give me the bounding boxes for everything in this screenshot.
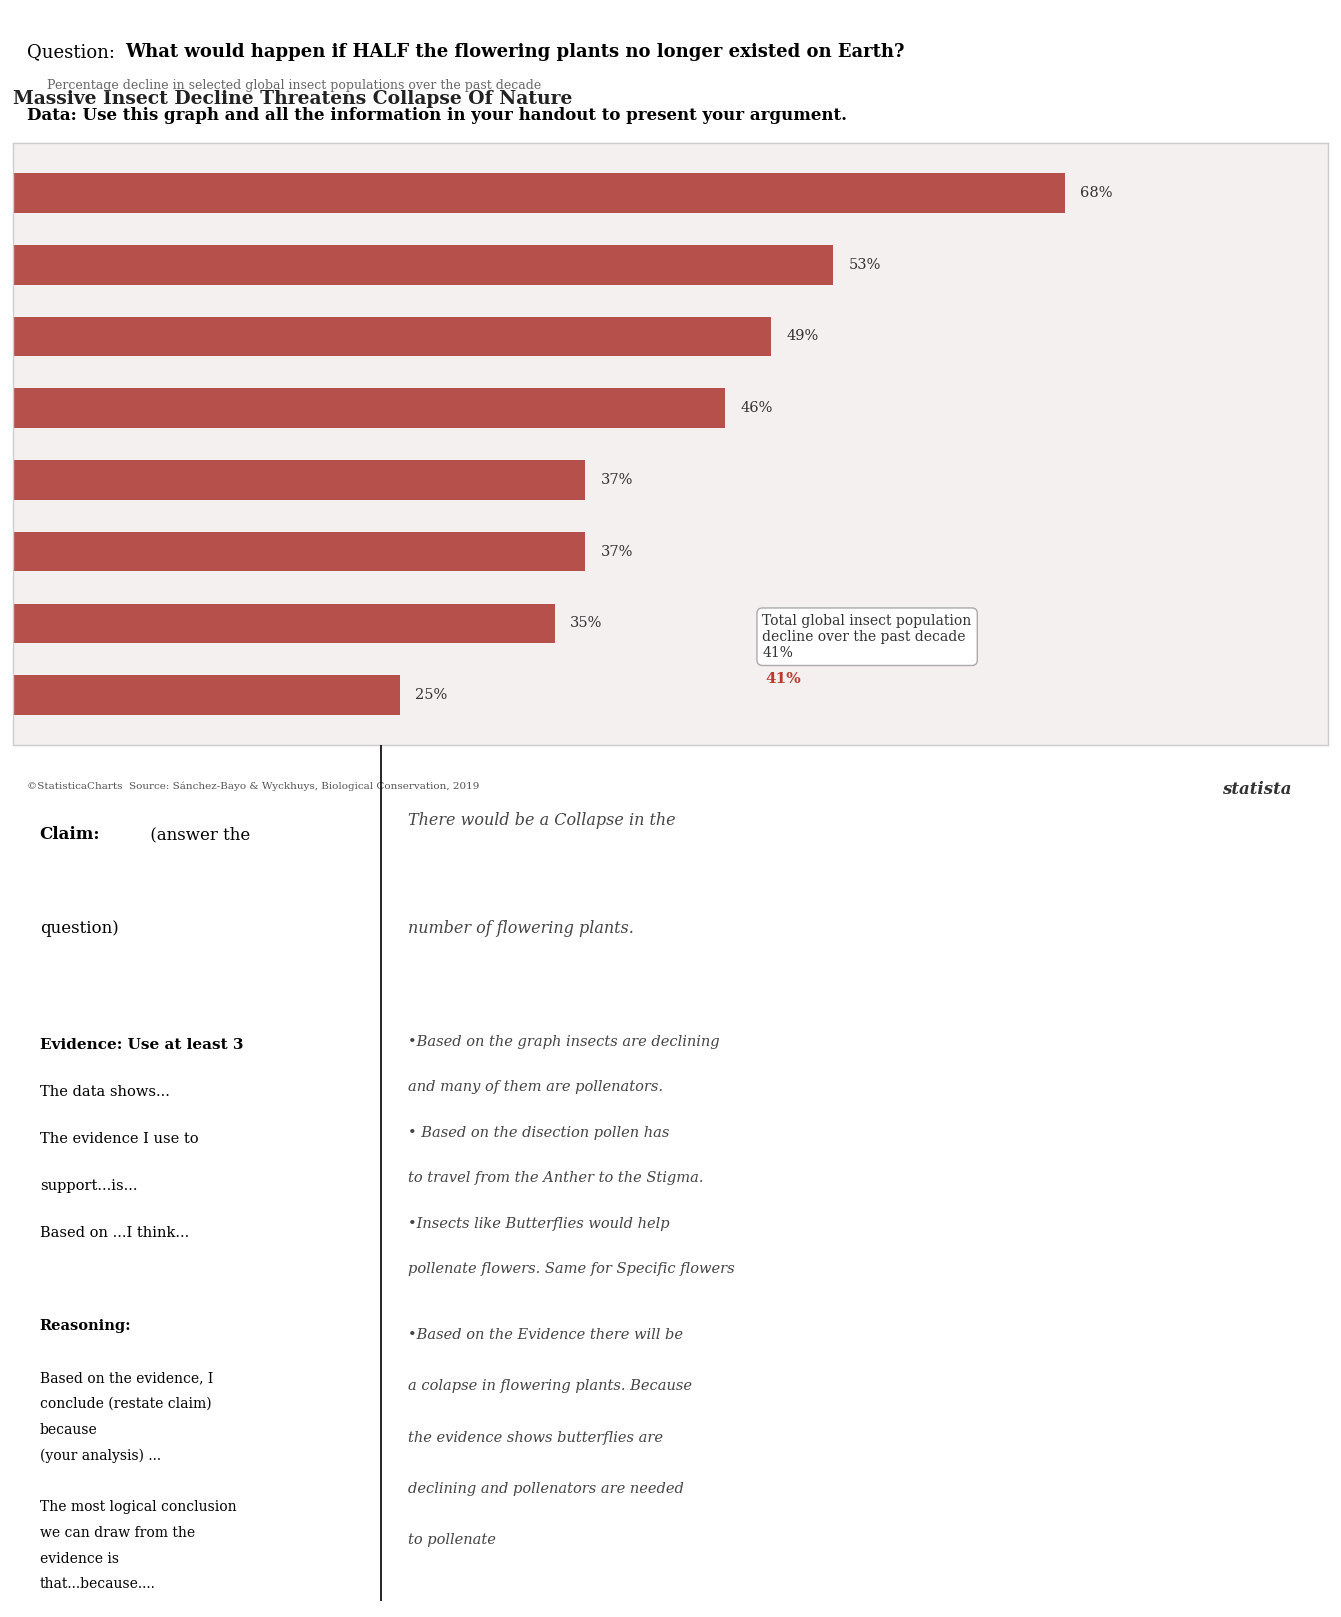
Text: 49%: 49%	[786, 330, 819, 343]
Text: 46%: 46%	[740, 401, 772, 416]
Text: Based on the evidence, I: Based on the evidence, I	[40, 1371, 213, 1386]
Text: What would happen if HALF the flowering plants no longer existed on Earth?: What would happen if HALF the flowering …	[125, 42, 904, 61]
Text: 68%: 68%	[1081, 186, 1113, 201]
Bar	[13, 173, 1065, 213]
Text: Evidence: Use at least 3: Evidence: Use at least 3	[40, 1038, 243, 1053]
Text: a colapse in flowering plants. Because: a colapse in flowering plants. Because	[408, 1379, 692, 1394]
Text: because: because	[40, 1423, 98, 1436]
Text: • Based on the disection pollen has: • Based on the disection pollen has	[408, 1125, 669, 1140]
Text: The evidence I use to: The evidence I use to	[40, 1132, 198, 1146]
Text: •Insects like Butterflies would help: •Insects like Butterflies would help	[408, 1216, 669, 1231]
Text: Data: Use this graph and all the information in your handout to present your arg: Data: Use this graph and all the informa…	[27, 107, 846, 125]
Text: The most logical conclusion: The most logical conclusion	[40, 1501, 236, 1514]
Bar	[13, 246, 833, 285]
Bar	[13, 317, 771, 356]
Text: number of flowering plants.: number of flowering plants.	[408, 920, 633, 938]
Text: Massive Insect Decline Threatens Collapse Of Nature: Massive Insect Decline Threatens Collaps…	[13, 91, 573, 108]
Text: support...is...: support...is...	[40, 1179, 137, 1193]
Text: 53%: 53%	[849, 257, 881, 272]
Text: The data shows...: The data shows...	[40, 1085, 169, 1100]
Text: (answer the: (answer the	[145, 826, 249, 842]
Text: we can draw from the: we can draw from the	[40, 1526, 194, 1539]
Bar	[13, 676, 400, 715]
Text: the evidence shows butterflies are: the evidence shows butterflies are	[408, 1431, 662, 1446]
Text: 35%: 35%	[570, 616, 602, 631]
Text: 25%: 25%	[416, 687, 448, 702]
Text: Total global insect population
decline over the past decade
41%: Total global insect population decline o…	[763, 613, 972, 660]
Text: Percentage decline in selected global insect populations over the past decade: Percentage decline in selected global in…	[47, 79, 542, 92]
Text: evidence is: evidence is	[40, 1552, 119, 1565]
Text: Claim:: Claim:	[40, 826, 101, 842]
Bar	[13, 603, 555, 644]
Text: (your analysis) ...: (your analysis) ...	[40, 1449, 161, 1463]
Text: to travel from the Anther to the Stigma.: to travel from the Anther to the Stigma.	[408, 1171, 703, 1185]
Bar	[13, 388, 724, 429]
Text: 37%: 37%	[601, 545, 633, 558]
Text: Question:: Question:	[27, 42, 121, 61]
Text: There would be a Collapse in the: There would be a Collapse in the	[408, 812, 676, 830]
Text: •Based on the graph insects are declining: •Based on the graph insects are declinin…	[408, 1035, 719, 1049]
Text: Based on ...I think...: Based on ...I think...	[40, 1226, 189, 1240]
Text: 37%: 37%	[601, 472, 633, 487]
Text: statista: statista	[1223, 781, 1291, 799]
Bar	[13, 461, 586, 500]
Text: Reasoning:: Reasoning:	[40, 1319, 131, 1334]
Text: declining and pollenators are needed: declining and pollenators are needed	[408, 1483, 684, 1496]
Text: ©StatisticaCharts  Source: Sánchez-Bayo & Wyckhuys, Biological Conservation, 201: ©StatisticaCharts Source: Sánchez-Bayo &…	[27, 781, 479, 791]
Text: to pollenate: to pollenate	[408, 1533, 496, 1547]
Text: 41%: 41%	[766, 673, 801, 686]
Text: and many of them are pollenators.: and many of them are pollenators.	[408, 1080, 662, 1095]
Text: that...because....: that...because....	[40, 1577, 156, 1591]
Text: question): question)	[40, 920, 118, 938]
Bar	[13, 532, 586, 571]
Text: conclude (restate claim): conclude (restate claim)	[40, 1397, 212, 1410]
Text: pollenate flowers. Same for Specific flowers: pollenate flowers. Same for Specific flo…	[408, 1263, 735, 1276]
Text: •Based on the Evidence there will be: •Based on the Evidence there will be	[408, 1328, 683, 1342]
